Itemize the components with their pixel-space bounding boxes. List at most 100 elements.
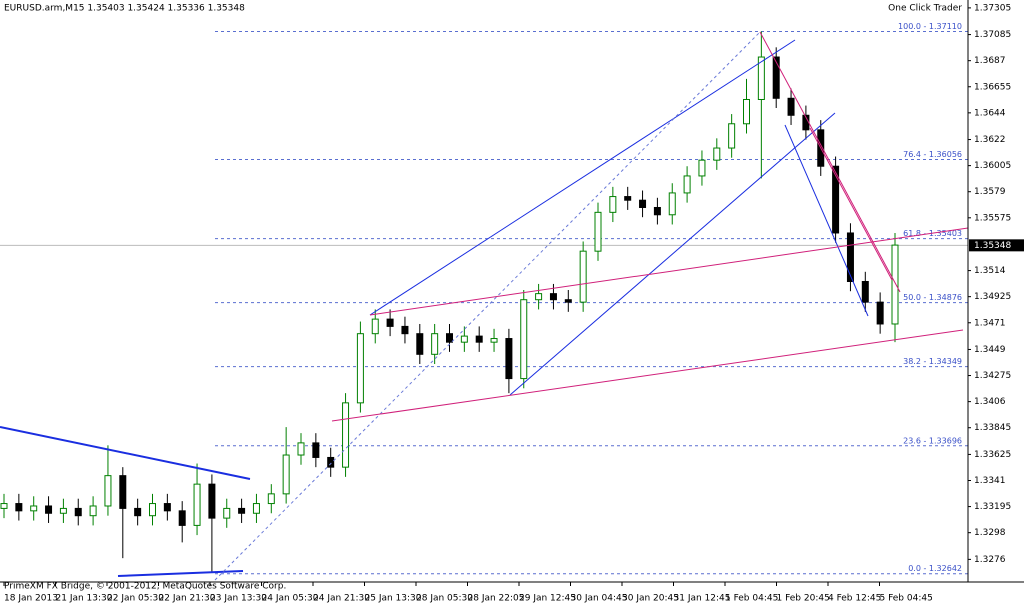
y-tick-label: 1.33625: [974, 450, 1011, 460]
candle-body: [446, 333, 453, 343]
candle-body: [59, 507, 67, 514]
fib-label: 0.0 - 1.32642: [908, 564, 962, 573]
candle-body: [698, 159, 706, 177]
fib-baseline: [214, 31, 761, 581]
candle-body: [74, 507, 82, 517]
candle-body: [0, 503, 8, 509]
candle-body: [639, 199, 647, 208]
candle-body: [787, 97, 795, 116]
candle-body: [579, 250, 587, 303]
candle-body: [728, 123, 736, 149]
candle-body: [535, 293, 543, 301]
candle-body: [683, 175, 691, 194]
candle-body: [832, 165, 840, 234]
y-tick-label: 1.33195: [974, 502, 1011, 512]
footer-text: PrimeXM FX Bridge, © 2001-2012, MetaQuot…: [4, 582, 286, 592]
y-tick-label: 1.3644: [974, 108, 1006, 118]
one-click-trader[interactable]: One Click Trader: [888, 4, 962, 14]
y-tick-label: 1.34275: [974, 371, 1011, 381]
y-tick-label: 1.3406: [974, 397, 1006, 407]
candle-body: [208, 483, 216, 519]
candle-body: [668, 192, 676, 216]
y-tick-label: 1.3514: [974, 266, 1006, 276]
trend-line: [0, 426, 251, 480]
candle-body: [876, 301, 884, 325]
candle-body: [475, 335, 483, 343]
candle-body: [178, 510, 186, 526]
x-tick-label: 25 Jan 13:30: [365, 594, 422, 604]
x-tick-label: 21 Jan 13:30: [56, 594, 113, 604]
candle-body: [861, 281, 869, 303]
candle-body: [119, 475, 127, 509]
candle-body: [549, 293, 557, 301]
x-tick-label: 28 Jan 05:30: [416, 594, 473, 604]
x-tick-label: 29 Jan 12:45: [519, 594, 576, 604]
candle-body: [252, 503, 260, 514]
y-tick-label: 1.3622: [974, 135, 1006, 145]
plot-area: 100.0 - 1.37110 76.4 - 1.36056 61.8 - 1.35…: [0, 22, 968, 575]
trend-line: [809, 127, 893, 281]
candle-body: [713, 147, 721, 161]
candle-body: [267, 493, 275, 505]
fib-label: 50.0 - 1.34876: [903, 293, 962, 302]
candle-body: [282, 454, 290, 495]
y-tick-label: 1.3579: [974, 187, 1006, 197]
symbol-header: EURUSD.arm,M15 1.35403 1.35424 1.35336 1…: [4, 4, 245, 14]
y-tick-label: 1.33845: [974, 423, 1011, 433]
fib-label: 38.2 - 1.34349: [903, 357, 962, 366]
y-tick-label: 1.36005: [974, 161, 1011, 171]
candle-body: [490, 338, 498, 343]
candle-body: [505, 338, 513, 380]
y-tick-label: 1.3298: [974, 528, 1006, 538]
x-tick-label: 22 Jan 05:30: [107, 594, 164, 604]
candle-body: [149, 503, 156, 517]
candle-body: [386, 318, 394, 327]
y-tick-label: 1.3471: [974, 318, 1006, 328]
y-tick-label: 1.3687: [974, 56, 1006, 66]
x-tick-label: 24 Jan 05:30: [262, 594, 319, 604]
candle-body: [342, 402, 350, 468]
trend-line: [759, 31, 901, 293]
trend-line: [784, 124, 869, 317]
fib-label: 100.0 - 1.37110: [898, 22, 962, 31]
candle-body: [416, 333, 424, 355]
candle-body: [238, 507, 246, 514]
price-axis: 1.37305 1.37085 1.3687 1.36655 1.3644 1.3622 1…: [3, 3, 1024, 604]
candle-body: [431, 333, 439, 355]
trend-line: [117, 570, 244, 577]
candle-body: [163, 503, 171, 512]
x-tick-label: 5 Feb 04:45: [880, 594, 933, 604]
trend-line: [331, 329, 964, 422]
candle-body: [594, 211, 602, 252]
candle-body: [460, 335, 468, 343]
candle-body: [743, 98, 750, 125]
y-tick-label: 1.3449: [974, 345, 1006, 355]
candle-body: [297, 442, 305, 456]
candle-body: [772, 56, 780, 99]
candle-body: [371, 318, 379, 335]
y-tick-label: 1.34925: [974, 292, 1011, 302]
candle-body: [401, 325, 409, 335]
candle-body: [104, 475, 112, 507]
candle-body: [356, 333, 364, 404]
y-tick-label: 1.3276: [974, 555, 1006, 565]
x-tick-label: 30 Jan 20:45: [622, 594, 679, 604]
y-tick-label: 1.36655: [974, 82, 1011, 92]
candle-body: [757, 56, 765, 100]
candle-body: [891, 244, 899, 325]
trend-lines: [0, 31, 969, 581]
fib-label: 23.6 - 1.33696: [903, 436, 962, 445]
candle-body: [30, 505, 38, 512]
trend-line: [509, 112, 836, 396]
x-tick-label: 31 Jan 12:45: [674, 594, 731, 604]
candle-body: [15, 503, 23, 512]
candle-body: [520, 299, 528, 380]
x-tick-label: 24 Jan 21:30: [313, 594, 370, 604]
fib-label: 76.4 - 1.36056: [903, 150, 962, 159]
candle-body: [327, 456, 335, 468]
x-tick-label: 1 Feb 04:45: [725, 594, 778, 604]
y-tick-label: 1.3341: [974, 476, 1006, 486]
candle-body: [134, 507, 142, 517]
trend-line: [369, 39, 796, 316]
trend-line: [369, 227, 969, 316]
